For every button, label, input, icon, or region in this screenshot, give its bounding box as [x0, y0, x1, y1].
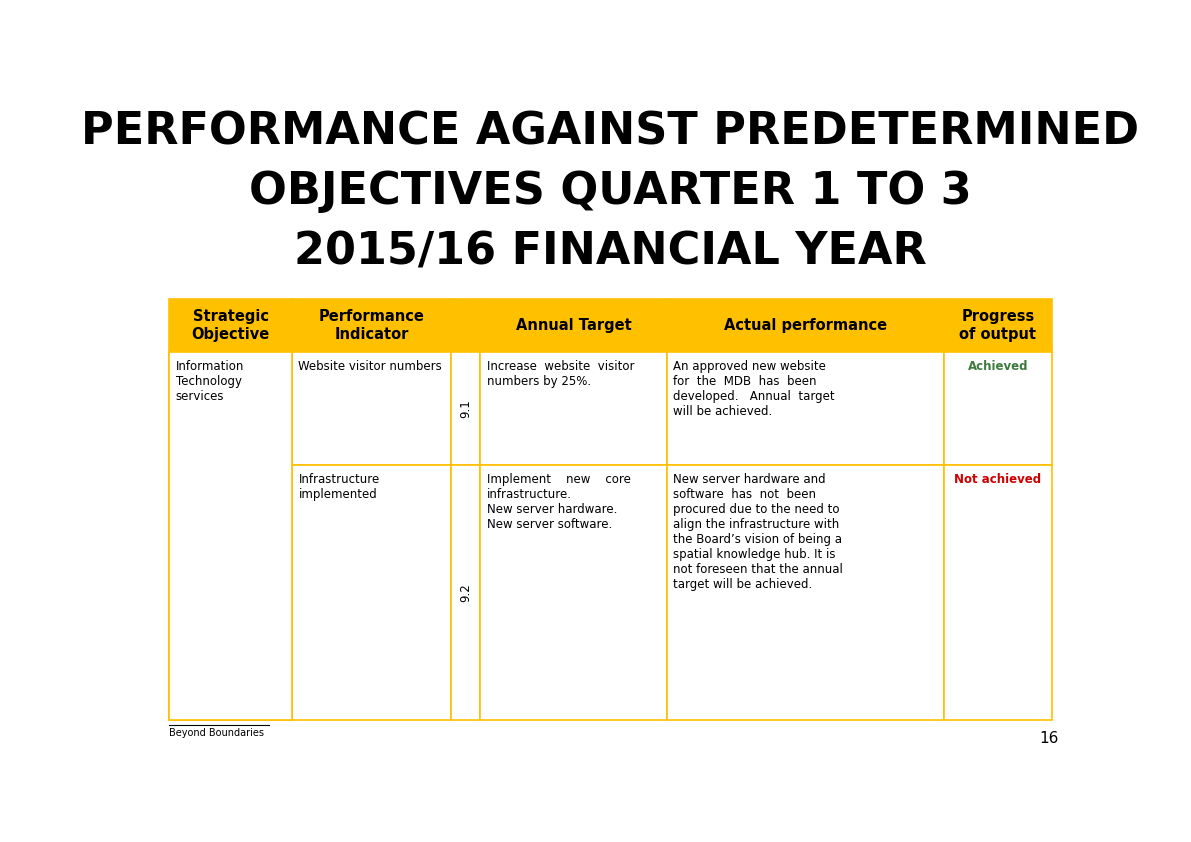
Text: OBJECTIVES QUARTER 1 TO 3: OBJECTIVES QUARTER 1 TO 3 — [249, 170, 972, 213]
Text: Infrastructure
implemented: Infrastructure implemented — [299, 473, 380, 501]
Bar — [292, 352, 451, 466]
Text: Beyond Boundaries: Beyond Boundaries — [169, 728, 264, 738]
Text: Information
Technology
services: Information Technology services — [175, 360, 244, 402]
Text: Increase  website  visitor
numbers by 25%.: Increase website visitor numbers by 25%. — [487, 360, 635, 387]
Bar — [451, 352, 480, 466]
Bar — [169, 466, 292, 720]
Text: 9.1: 9.1 — [460, 399, 473, 418]
Bar — [667, 299, 944, 352]
Text: Actual performance: Actual performance — [724, 318, 887, 333]
Text: 9.2: 9.2 — [460, 584, 473, 602]
Text: 16: 16 — [1040, 731, 1059, 746]
Text: Annual Target: Annual Target — [516, 318, 631, 333]
Text: PERFORMANCE AGAINST PREDETERMINED: PERFORMANCE AGAINST PREDETERMINED — [81, 111, 1140, 154]
Bar — [944, 299, 1052, 352]
Bar — [944, 466, 1052, 720]
Bar — [169, 299, 292, 352]
Bar — [169, 352, 292, 720]
Bar — [451, 466, 480, 720]
Bar — [451, 299, 480, 352]
Text: Not achieved: Not achieved — [954, 473, 1041, 486]
Bar — [169, 352, 292, 466]
Text: 2015/16 FINANCIAL YEAR: 2015/16 FINANCIAL YEAR — [294, 230, 927, 273]
Bar — [667, 352, 944, 466]
Text: Website visitor numbers: Website visitor numbers — [299, 360, 442, 373]
Bar — [480, 466, 667, 720]
Text: Progress
of output: Progress of output — [960, 309, 1036, 342]
Bar — [292, 299, 451, 352]
Text: An approved new website
for  the  MDB  has  been
developed.   Annual  target
wil: An approved new website for the MDB has … — [673, 360, 835, 418]
Bar — [667, 466, 944, 720]
Text: Performance
Indicator: Performance Indicator — [319, 309, 424, 342]
Text: Implement    new    core
infrastructure.
New server hardware.
New server softwar: Implement new core infrastructure. New s… — [487, 473, 631, 531]
Bar — [944, 352, 1052, 466]
Bar — [480, 299, 667, 352]
Bar — [480, 352, 667, 466]
Text: New server hardware and
software  has  not  been
procured due to the need to
ali: New server hardware and software has not… — [673, 473, 843, 591]
Text: Strategic
Objective: Strategic Objective — [192, 309, 269, 342]
Bar — [292, 466, 451, 720]
Text: Achieved: Achieved — [967, 360, 1028, 373]
